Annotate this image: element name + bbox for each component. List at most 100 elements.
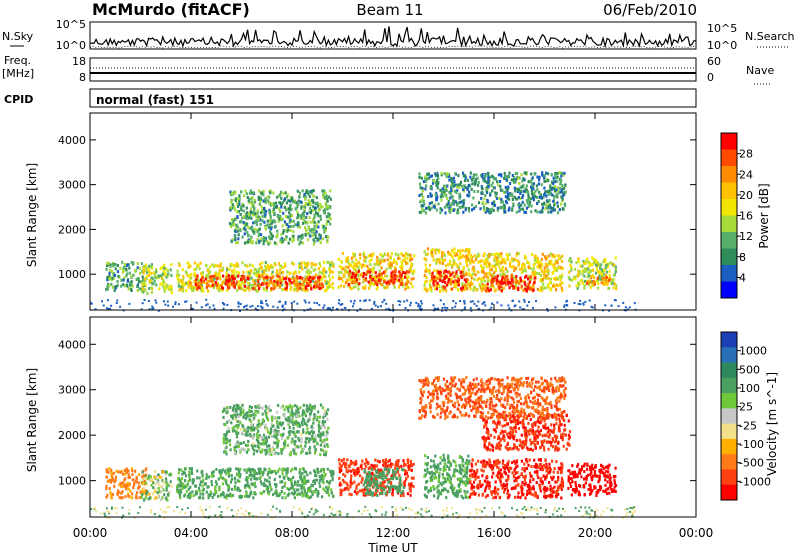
heat-cell: [268, 480, 271, 484]
heat-cell: [303, 490, 307, 494]
heat-cell: [321, 189, 324, 193]
heat-cell: [319, 234, 322, 238]
heat-cell: [368, 286, 371, 290]
heat-cell: [614, 256, 617, 260]
heat-cell: [298, 281, 301, 285]
heat-cell: [504, 261, 507, 265]
heat-cell: [382, 277, 385, 281]
heat-cell: [226, 289, 229, 292]
heat-cell: [301, 236, 304, 239]
heat-cell: [447, 280, 450, 284]
heat-cell: [235, 241, 238, 245]
heat-cell: [245, 491, 248, 495]
heat-cell: [454, 285, 457, 289]
heat-cell: [483, 208, 486, 212]
heat-cell: [292, 277, 295, 281]
heat-cell: [389, 276, 392, 280]
heat-cell: [503, 203, 506, 207]
heat-cell: [275, 278, 278, 282]
heat-cell: [183, 471, 186, 475]
heat-cell: [292, 426, 295, 430]
heat-cell: [226, 266, 229, 270]
heat-cell: [590, 305, 593, 308]
heat-cell: [510, 192, 514, 196]
heat-cell: [428, 208, 432, 212]
heat-cell: [230, 494, 233, 498]
heat-cell: [485, 180, 488, 184]
heat-cell: [537, 200, 540, 204]
heat-cell: [131, 496, 134, 500]
heat-cell: [162, 284, 165, 288]
heat-cell: [452, 280, 455, 284]
heat-cell: [482, 205, 486, 209]
heat-cell: [443, 271, 446, 275]
heat-cell: [239, 450, 242, 454]
heat-cell: [425, 275, 428, 279]
heat-cell: [111, 276, 114, 280]
heat-cell: [135, 278, 138, 281]
heat-cell: [407, 270, 411, 274]
heat-cell: [159, 274, 162, 278]
heat-cell: [443, 258, 447, 262]
heat-cell: [521, 207, 524, 211]
heat-cell: [326, 490, 330, 494]
heat-cell: [168, 491, 171, 495]
heat-cell: [324, 226, 327, 230]
heat-cell: [206, 282, 209, 286]
heat-cell: [205, 490, 208, 494]
heat-cell: [112, 478, 115, 482]
heat-cell: [503, 258, 506, 262]
heat-cell: [256, 230, 259, 234]
heat-cell: [110, 496, 113, 500]
heat-cell: [266, 278, 269, 282]
heat-cell: [166, 492, 170, 496]
heat-cell: [315, 223, 318, 227]
heat-cell: [430, 249, 433, 253]
heat-cell: [600, 281, 603, 285]
heat-cell: [394, 267, 397, 271]
heat-cell: [313, 224, 316, 228]
heat-cell: [344, 281, 347, 285]
heat-cell: [291, 239, 294, 243]
heat-cell: [321, 440, 324, 444]
heat-cell: [604, 304, 607, 307]
heat-cell: [314, 268, 317, 272]
heat-cell: [116, 263, 119, 267]
heat-cell: [276, 469, 280, 473]
heat-cell: [313, 220, 316, 224]
heat-cell: [508, 307, 511, 310]
heat-cell: [522, 177, 525, 181]
heat-cell: [195, 267, 198, 271]
heat-cell: [253, 474, 256, 478]
heat-cell: [267, 405, 271, 409]
heat-cell: [222, 468, 225, 472]
heat-cell: [441, 187, 444, 191]
heat-cell: [355, 280, 358, 284]
heat-cell: [419, 186, 422, 190]
heat-cell: [189, 281, 192, 285]
heat-cell: [614, 270, 617, 274]
heat-cell: [109, 493, 113, 497]
heat-cell: [605, 282, 608, 286]
heat-cell: [473, 267, 476, 271]
date-title: 06/Feb/2010: [603, 1, 697, 19]
heat-cell: [275, 471, 278, 475]
heat-cell: [581, 264, 584, 268]
heat-cell: [198, 486, 201, 490]
heat-cell: [406, 299, 409, 302]
heat-cell: [465, 254, 468, 258]
heat-cell: [236, 413, 239, 417]
heat-cell: [482, 178, 485, 182]
heat-cell: [454, 279, 457, 283]
heat-cell: [577, 269, 580, 273]
heat-cell: [227, 274, 230, 278]
heat-cell: [520, 284, 523, 288]
heat-cell: [403, 258, 406, 262]
heat-cell: [318, 202, 322, 206]
noise-sky-line: [89, 26, 697, 49]
heat-cell: [420, 176, 423, 180]
heat-cell: [291, 491, 294, 495]
heat-cell: [216, 286, 219, 290]
heat-cell: [235, 274, 238, 278]
heat-cell: [285, 201, 289, 205]
